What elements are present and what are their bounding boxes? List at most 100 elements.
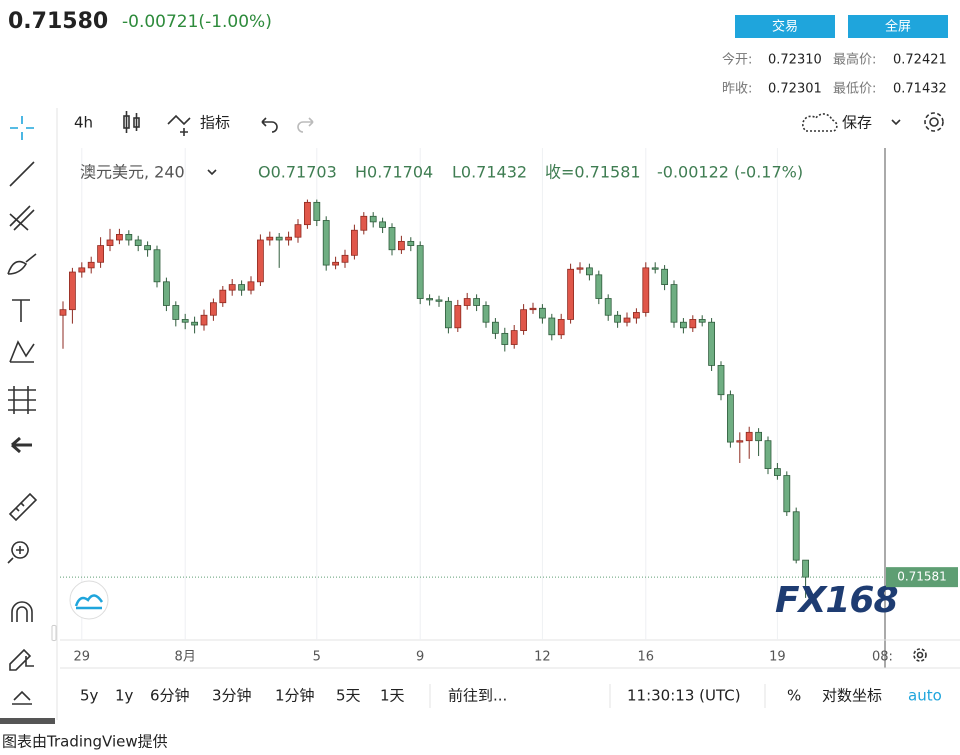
- candle-body: [473, 298, 481, 306]
- symbol-name[interactable]: 澳元美元, 240: [80, 163, 185, 182]
- candle-body: [322, 220, 330, 266]
- candle-body: [717, 365, 725, 396]
- x-tick-label: 9: [416, 650, 424, 665]
- candle-body: [482, 305, 490, 323]
- ruler-tool[interactable]: [8, 492, 38, 522]
- fullscreen-button[interactable]: [848, 15, 948, 38]
- log-toggle[interactable]: 对数坐标: [822, 687, 882, 705]
- hide-tool[interactable]: [12, 690, 32, 705]
- trade-button[interactable]: [735, 15, 835, 38]
- auto-toggle[interactable]: auto: [908, 687, 942, 705]
- x-tick-label: 08:: [872, 650, 893, 665]
- candle-body: [520, 309, 527, 331]
- candle-body: [294, 224, 302, 238]
- candle-body: [764, 440, 772, 469]
- fib-tool[interactable]: [9, 205, 35, 231]
- candle-body: [774, 468, 781, 476]
- candle-body: [444, 300, 452, 329]
- pattern-tool[interactable]: [9, 340, 35, 363]
- range-button[interactable]: 6分钟: [150, 687, 190, 705]
- candle-body: [144, 245, 152, 251]
- candle-body: [228, 284, 236, 291]
- candle-body: [792, 511, 800, 561]
- candle-body: [736, 440, 744, 443]
- candle-body: [87, 261, 95, 269]
- candles: [59, 199, 809, 598]
- candle-body: [501, 332, 509, 345]
- range-button[interactable]: 5天: [336, 687, 361, 705]
- magnet-tool[interactable]: [11, 601, 33, 622]
- candle-body: [416, 245, 424, 299]
- axis-settings[interactable]: [913, 648, 927, 662]
- candle-body: [698, 319, 706, 323]
- x-tick-label: 16: [638, 650, 655, 665]
- footer: 图表由TradingView提供: [2, 733, 168, 751]
- candle-body: [59, 309, 67, 316]
- text-tool[interactable]: [12, 299, 30, 322]
- candle-body: [539, 307, 546, 319]
- zoom-tool[interactable]: [7, 541, 29, 564]
- interval[interactable]: 4h: [74, 114, 93, 132]
- lock-draw-tool[interactable]: [9, 648, 34, 671]
- candle-body: [285, 236, 293, 241]
- candle-body: [191, 321, 199, 326]
- candle-body: [162, 281, 170, 306]
- save-button[interactable]: 保存: [842, 114, 872, 132]
- x-tick-label: 19: [769, 650, 786, 665]
- candle-body: [97, 245, 104, 263]
- collapse-handle[interactable]: [51, 624, 57, 642]
- x-tick-label: 5: [313, 650, 321, 665]
- candle-body: [153, 249, 161, 283]
- goto-button[interactable]: 前往到...: [448, 687, 507, 705]
- range-button[interactable]: 3分钟: [212, 687, 252, 705]
- candle-body: [727, 394, 734, 443]
- candle-body: [454, 305, 462, 329]
- undo[interactable]: [261, 117, 278, 133]
- redo[interactable]: [297, 117, 314, 133]
- candle-body: [661, 268, 668, 285]
- back-tool[interactable]: [11, 436, 32, 454]
- save-dropdown[interactable]: [891, 119, 901, 126]
- range-button[interactable]: 1y: [115, 687, 134, 705]
- legend-high: H0.71704: [355, 163, 433, 182]
- x-tick-label: 8月: [175, 650, 196, 665]
- range-button[interactable]: 1分钟: [275, 687, 315, 705]
- candle-body: [397, 240, 405, 251]
- crosshair-tool[interactable]: [10, 116, 34, 140]
- trendline-tool[interactable]: [9, 161, 35, 187]
- candle-body: [313, 201, 321, 221]
- candle-body: [604, 298, 612, 316]
- percent-toggle[interactable]: %: [787, 687, 801, 705]
- logo-icon: [74, 594, 104, 610]
- candle-body: [586, 267, 593, 276]
- candle-body: [69, 271, 76, 311]
- price-change: -0.00721(-1.00%): [122, 12, 272, 32]
- x-tick-label: 29: [74, 650, 91, 665]
- trade-button-label[interactable]: 交易: [772, 19, 798, 35]
- candle-body: [341, 254, 349, 263]
- symbol-dropdown[interactable]: [207, 169, 217, 176]
- watermark: FX168: [775, 580, 898, 621]
- cloud-icon[interactable]: [802, 113, 838, 132]
- indicators-button[interactable]: 指标: [200, 114, 230, 132]
- candle-icon[interactable]: [123, 111, 140, 133]
- range-button[interactable]: 5y: [80, 687, 99, 705]
- settings[interactable]: [924, 112, 944, 132]
- fullscreen-button-label[interactable]: 全屏: [885, 19, 911, 35]
- clock: 11:30:13 (UTC): [627, 687, 741, 705]
- range-button[interactable]: 1天: [380, 687, 405, 705]
- candle-body: [463, 298, 471, 306]
- candle-body: [491, 321, 499, 334]
- stat-value: 0.72310: [768, 53, 822, 68]
- stat-label: 最高价:: [833, 52, 876, 68]
- candle-body: [623, 317, 631, 323]
- candle-body: [266, 236, 274, 241]
- stat-value: 0.72421: [893, 53, 947, 68]
- prediction-tool[interactable]: [8, 386, 36, 414]
- brush-tool[interactable]: [7, 253, 37, 275]
- stat-label: 昨收:: [722, 82, 752, 97]
- indicator-icon[interactable]: [167, 114, 191, 136]
- candle-body: [783, 475, 791, 513]
- stat-label: 最低价:: [833, 82, 876, 97]
